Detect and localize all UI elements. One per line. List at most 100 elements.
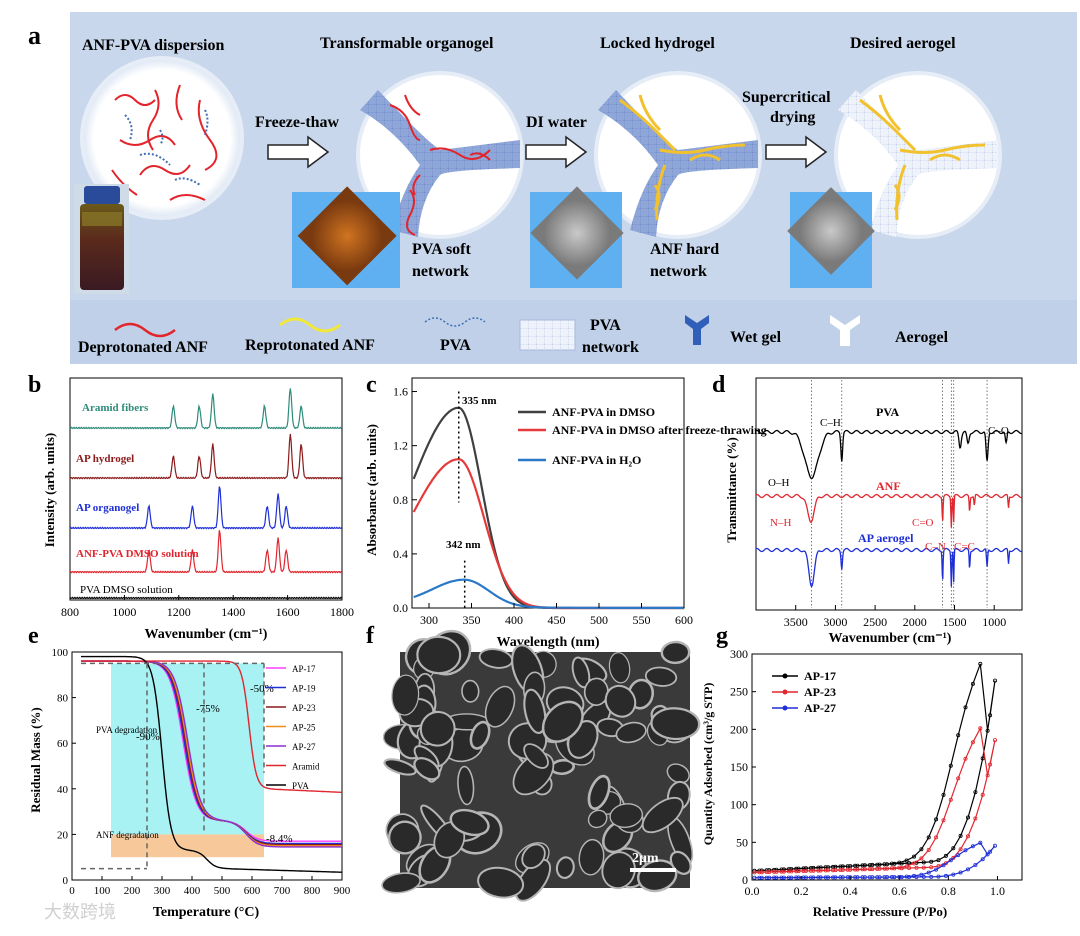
y-axis-label: Intensity (arb. units) <box>42 433 57 548</box>
legend-marker <box>782 689 788 695</box>
isotherm-point <box>796 866 801 871</box>
panel-a: a ANF-PVA dispersion Transformable organ… <box>28 12 1077 364</box>
isotherm-point <box>840 867 845 872</box>
isotherm-point <box>855 863 860 868</box>
isotherm-point <box>963 705 968 710</box>
bond-label: C–N <box>925 541 946 553</box>
loss-label: -75% <box>196 703 220 715</box>
isotherm-point <box>892 861 897 866</box>
isotherm-point <box>926 848 931 853</box>
isotherm-point <box>786 875 791 880</box>
y-tick-label: 80 <box>57 693 69 705</box>
isotherm-point <box>853 863 858 868</box>
step-label: Freeze-thaw <box>255 114 340 131</box>
x-tick-label: 1800 <box>330 605 354 619</box>
aerogel-photo <box>787 187 875 288</box>
pore <box>523 688 547 735</box>
isotherm-point <box>840 875 845 880</box>
isotherm-point <box>978 726 983 731</box>
series-label: PVA DMSO solution <box>80 584 173 596</box>
isotherm-point <box>786 867 791 872</box>
x-tick-label: 1200 <box>167 605 191 619</box>
isotherm-point <box>973 816 978 821</box>
anf-degradation-region <box>111 834 264 858</box>
x-tick-label: 900 <box>334 885 351 897</box>
isotherm-point <box>970 681 975 686</box>
legend-label: network <box>582 339 639 356</box>
legend-label: AP-25 <box>292 723 316 733</box>
isotherm-point <box>966 867 971 872</box>
legend-label: AP-17 <box>804 669 836 683</box>
pore <box>381 872 421 894</box>
network-note: PVA soft <box>412 241 471 258</box>
isotherm-point <box>877 862 882 867</box>
isotherm-point <box>904 858 909 863</box>
isotherm-point <box>985 852 990 857</box>
pore <box>383 758 417 776</box>
isotherm-point <box>811 875 816 880</box>
y-axis-label: Absorbance (arb. units) <box>364 424 379 556</box>
isotherm-point <box>855 875 860 880</box>
dispersion-chains <box>111 84 218 201</box>
panel-letter: g <box>716 623 728 649</box>
legend-label: AP-23 <box>804 685 836 699</box>
x-tick-label: 1.0 <box>990 884 1005 898</box>
pore <box>391 674 420 716</box>
isotherm-point <box>831 868 836 873</box>
pore <box>478 648 514 669</box>
isotherm-point <box>941 863 946 868</box>
ftir-spectra <box>755 380 1022 608</box>
spectrum-line <box>69 530 342 574</box>
y-tick-label: 1.6 <box>393 385 408 399</box>
stage-title: Locked hydrogel <box>600 35 715 52</box>
x-tick-label: 2500 <box>863 615 887 629</box>
legend-label: ANF-PVA in H₂O <box>552 453 641 467</box>
pore <box>484 685 516 728</box>
isotherm-point <box>757 875 762 880</box>
isotherm-point <box>899 861 904 866</box>
isotherm-point <box>980 756 985 761</box>
isotherm-point <box>764 875 769 880</box>
region-label: PVA degradation <box>96 725 158 735</box>
isotherm-point <box>875 866 880 871</box>
series-label: PVA <box>876 405 899 419</box>
isotherm-point <box>958 870 963 875</box>
isotherm-point <box>882 875 887 880</box>
panel-b: b 800 1000 1200 1400 1600 1800 Aramid fibers … <box>28 372 354 642</box>
vial-photo <box>74 184 129 294</box>
isotherm-point <box>816 868 821 873</box>
isotherm-point <box>904 874 909 879</box>
pore <box>523 743 549 769</box>
isotherm-point <box>801 869 806 874</box>
plot-frame <box>71 651 343 881</box>
absorbance-line <box>413 578 685 610</box>
spectrum-line <box>69 388 342 430</box>
isotherm-point <box>833 875 838 880</box>
isotherm-point <box>919 847 924 852</box>
y-axis-label: Residual Mass (%) <box>28 707 43 812</box>
aerogel-circle <box>834 71 1002 239</box>
isotherm-point <box>752 875 757 880</box>
region-label: ANF degradation <box>96 830 159 840</box>
y-tick-label: 100 <box>52 647 69 659</box>
x-tick-label: 1600 <box>276 605 300 619</box>
pore <box>555 856 575 879</box>
legend-label: AP-19 <box>292 684 316 694</box>
isotherm-point <box>885 866 890 871</box>
isotherm-point <box>912 873 917 878</box>
isotherm-point <box>963 848 968 853</box>
axis-ticks: 300 350 400 450 500 550 600 0.0 0.4 0.8 1.2 1.6 <box>393 385 693 627</box>
isotherm-point <box>772 869 777 874</box>
isotherm-point <box>907 875 912 880</box>
y-tick-label: 200 <box>730 722 748 736</box>
isotherm-point <box>867 863 872 868</box>
isotherm-point <box>948 858 953 863</box>
isotherm-point <box>811 865 816 870</box>
isotherm-point <box>838 868 843 873</box>
isotherm-point <box>875 875 880 880</box>
isotherm-point <box>838 875 843 880</box>
isotherm-point <box>831 875 836 880</box>
x-axis-label: Wavelength (nm) <box>496 635 599 650</box>
pore <box>521 843 546 869</box>
